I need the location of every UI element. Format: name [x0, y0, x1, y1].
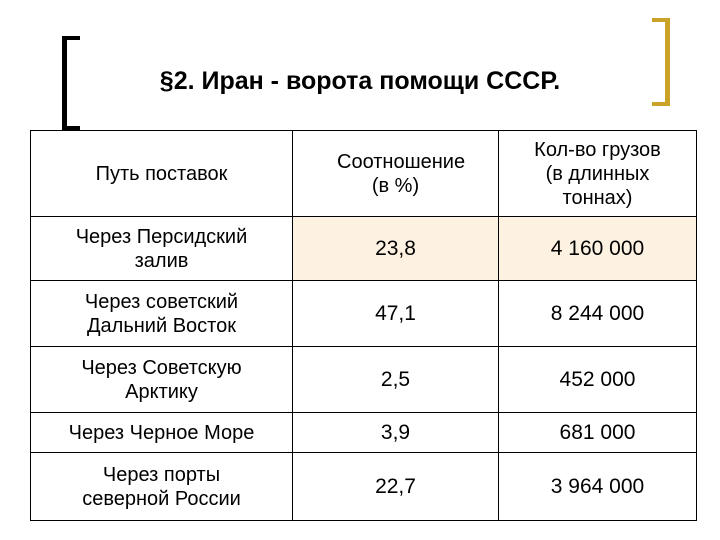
tons-cell: 8 244 000 [498, 280, 697, 347]
supply-routes-table: Путь поставок Соотношение (в %) Кол-во г… [30, 130, 697, 521]
header-tons: Кол-во грузов (в длинных тоннах) [498, 130, 697, 217]
table-row: Через Советскую Арктику 2,5 452 000 [30, 346, 697, 413]
right-bracket-decoration [650, 18, 670, 106]
tons-cell: 4 160 000 [498, 216, 697, 281]
table-header-row: Путь поставок Соотношение (в %) Кол-во г… [30, 130, 697, 217]
table-row: Через Персидский залив 23,8 4 160 000 [30, 216, 697, 281]
table-row: Через Черное Море 3,9 681 000 [30, 412, 697, 453]
page-title: §2. Иран - ворота помощи СССР. [159, 67, 561, 95]
share-cell: 22,7 [292, 452, 499, 521]
route-cell: Через советский Дальний Восток [30, 280, 293, 347]
table-row: Через советский Дальний Восток 47,1 8 24… [30, 280, 697, 347]
route-cell: Через Советскую Арктику [30, 346, 293, 413]
route-cell: Через порты северной России [30, 452, 293, 521]
share-cell: 3,9 [292, 412, 499, 453]
share-cell: 2,5 [292, 346, 499, 413]
tons-cell: 452 000 [498, 346, 697, 413]
tons-cell: 681 000 [498, 412, 697, 453]
header-share: Соотношение (в %) [292, 130, 499, 217]
route-cell: Через Черное Море [30, 412, 293, 453]
header-route: Путь поставок [30, 130, 293, 217]
tons-cell: 3 964 000 [498, 452, 697, 521]
left-bracket-decoration [62, 36, 82, 130]
share-cell: 47,1 [292, 280, 499, 347]
share-cell: 23,8 [292, 216, 499, 281]
route-cell: Через Персидский залив [30, 216, 293, 281]
table-row: Через порты северной России 22,7 3 964 0… [30, 452, 697, 521]
